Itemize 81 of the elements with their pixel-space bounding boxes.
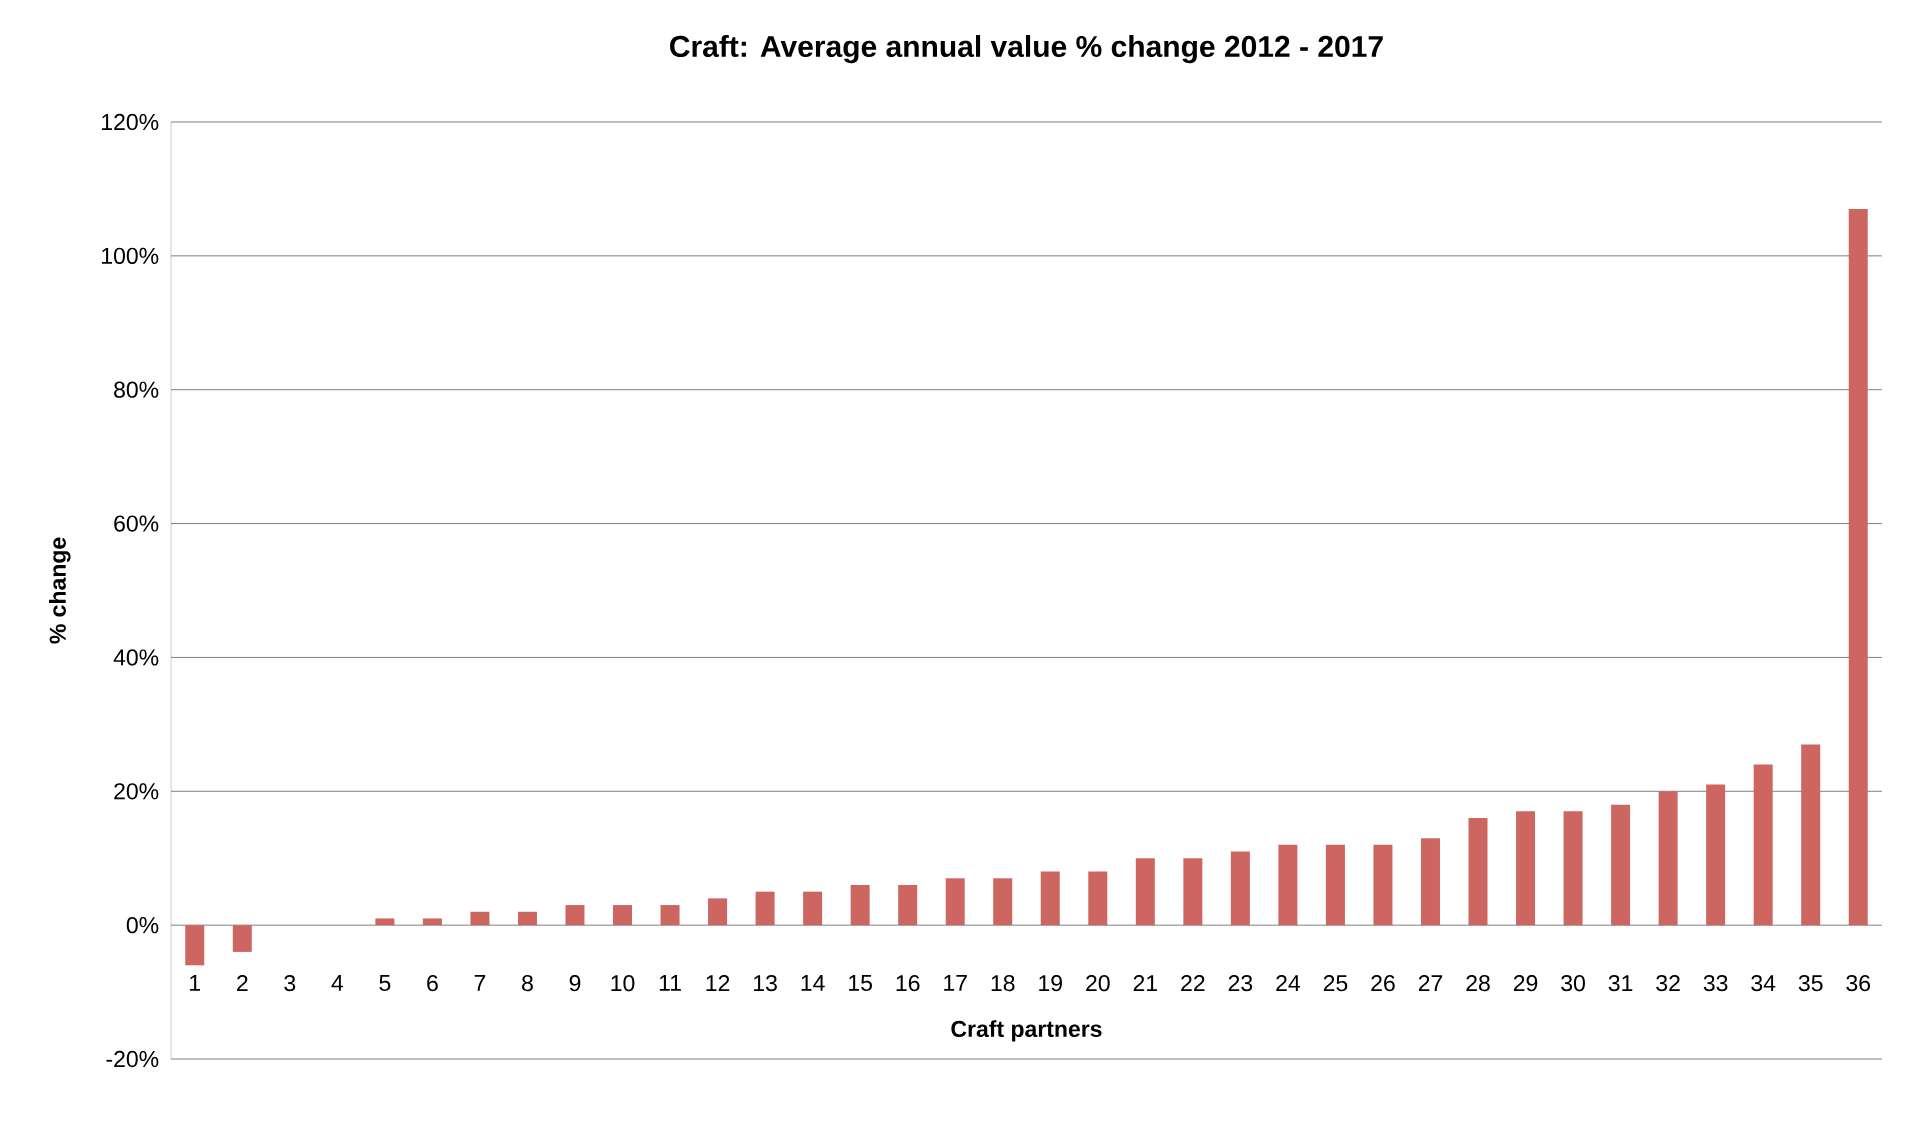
bar: [1040, 871, 1060, 926]
bar: [1325, 844, 1345, 926]
x-tick-label: 35: [1798, 975, 1823, 992]
x-tick-label: 5: [379, 975, 391, 992]
bar: [613, 905, 633, 926]
bar: [1278, 844, 1298, 926]
bar: [1753, 764, 1773, 926]
x-tick-label: 34: [1751, 975, 1776, 992]
x-tick-label: 32: [1656, 975, 1680, 992]
bar: [185, 925, 205, 966]
bar: [1848, 209, 1868, 926]
bar: [1088, 871, 1108, 926]
x-tick-label: 28: [1466, 975, 1490, 992]
x-tick-label: 9: [569, 975, 581, 992]
bar: [755, 891, 775, 926]
bar: [850, 884, 870, 926]
x-tick-label: 16: [896, 975, 920, 992]
bar: [1658, 791, 1678, 926]
bar: [232, 925, 252, 952]
bar: [1420, 838, 1440, 926]
x-tick-label: 11: [659, 975, 681, 991]
bar: [517, 911, 537, 926]
bar: [945, 878, 965, 926]
x-tick-label: 1: [190, 975, 201, 991]
bar: [1135, 858, 1155, 926]
x-tick-label: 31: [1608, 975, 1633, 992]
x-tick-label: 19: [1039, 975, 1062, 992]
y-tick-label: 0%: [126, 917, 159, 934]
bar: [993, 878, 1013, 926]
x-tick-label: 29: [1513, 975, 1538, 992]
y-tick-label: 100%: [102, 247, 159, 264]
x-tick-label: 3: [284, 975, 296, 992]
x-tick-label: 12: [706, 975, 730, 992]
bar: [708, 898, 728, 926]
x-tick-label: 8: [522, 975, 533, 992]
x-tick-label: 15: [849, 975, 872, 992]
x-tick-label: 24: [1276, 975, 1301, 992]
bar: [1563, 811, 1583, 926]
bar: [565, 905, 585, 926]
bar: [1801, 744, 1821, 926]
x-tick-label: 36: [1846, 975, 1870, 992]
y-tick-label: -20%: [106, 1050, 159, 1068]
bar: [1230, 851, 1250, 926]
x-axis-title: Craft partners: [951, 1020, 1102, 1042]
bar: [1706, 784, 1726, 926]
bar: [422, 918, 442, 926]
x-tick-label: 6: [427, 975, 438, 992]
bar: [1468, 818, 1488, 926]
y-tick-label: 120%: [102, 113, 159, 131]
x-tick-label: 23: [1228, 975, 1253, 992]
bar: [1183, 858, 1203, 926]
bar: [470, 911, 490, 926]
bar: [660, 905, 680, 926]
x-tick-label: 33: [1703, 975, 1728, 992]
x-tick-label: 10: [611, 975, 635, 992]
x-tick-label: 13: [754, 975, 777, 992]
bar: [1611, 804, 1631, 926]
x-tick-label: 27: [1418, 975, 1443, 992]
chart-title: Craft: Average annual value % change 2012 - 2017: [670, 35, 1383, 64]
x-tick-label: 2: [237, 975, 248, 992]
x-tick-label: 30: [1561, 975, 1585, 992]
y-axis-title: % change: [49, 537, 71, 644]
x-tick-label: 17: [944, 975, 967, 991]
bar: [1373, 844, 1393, 926]
x-tick-label: 21: [1133, 975, 1157, 992]
bar: [803, 891, 823, 926]
y-tick-label: 60%: [114, 515, 159, 532]
x-tick-label: 25: [1323, 975, 1348, 992]
x-tick-label: 26: [1371, 975, 1395, 992]
y-tick-label: 40%: [113, 649, 159, 666]
x-tick-label: 4: [331, 975, 344, 991]
bar: [1516, 811, 1536, 926]
x-tick-label: 18: [991, 975, 1015, 992]
y-tick-label: 80%: [114, 381, 159, 398]
bar: [375, 918, 395, 926]
x-tick-label: 7: [474, 975, 486, 991]
x-tick-label: 22: [1181, 975, 1205, 992]
y-tick-label: 20%: [114, 783, 159, 800]
bar: [898, 884, 918, 926]
x-tick-label: 14: [801, 975, 825, 991]
x-tick-label: 20: [1086, 975, 1110, 992]
